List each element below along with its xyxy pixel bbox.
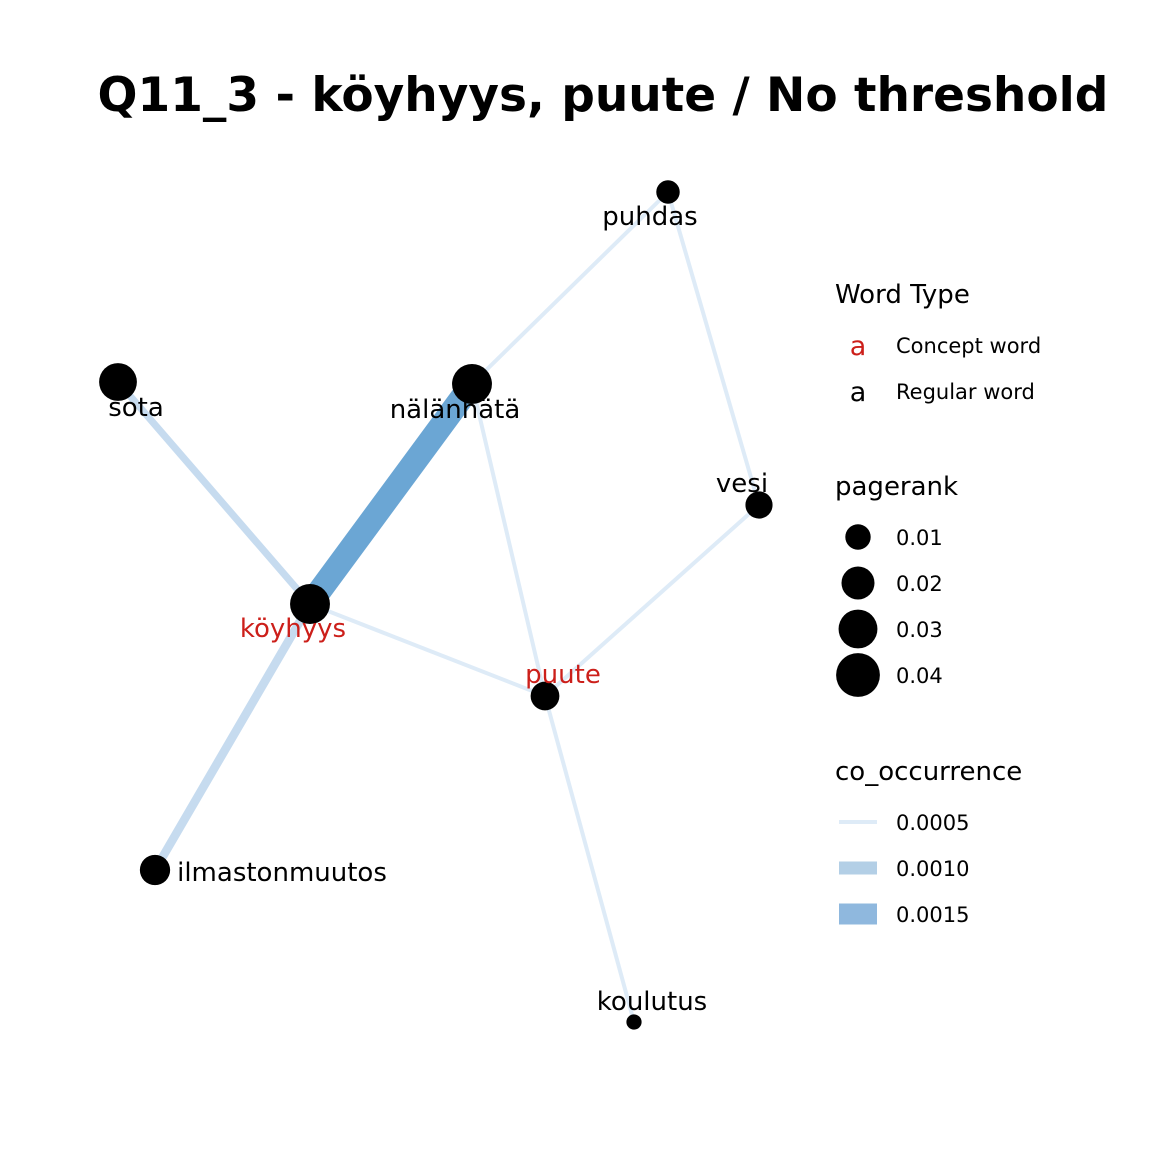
node-koyhyys [290, 584, 330, 624]
node-label-sota: sota [108, 393, 164, 423]
legend-pagerank-title: pagerank [835, 472, 958, 502]
nodes-layer [99, 180, 773, 1030]
legend-cooccurrence-label: 0.0010 [896, 857, 969, 881]
legend-pagerank-dot [841, 566, 875, 600]
node-koulutus [626, 1014, 642, 1030]
edge-puhdas-nalannata [470, 190, 670, 386]
node-vesi [745, 491, 773, 519]
node-label-koyhyys: köyhyys [240, 614, 346, 644]
edge-koyhyys-ilmastonmuutos [151, 601, 314, 873]
legend-pagerank-dot [845, 524, 871, 550]
edges-layer [115, 190, 761, 1023]
labels-layer: puhdas sota nälänhätä vesi köyhyys puute ilmas… [108, 202, 768, 1017]
edge-puhdas-vesi [666, 191, 761, 506]
node-sota [99, 363, 137, 401]
edge-vesi-puute [543, 503, 761, 698]
legend-pagerank-label: 0.01 [896, 526, 943, 550]
legend-pagerank-dot [838, 609, 878, 649]
node-label-nalannata: nälänhätä [390, 395, 521, 425]
legend-cooccurrence-title: co_occurrence [835, 757, 1022, 787]
edge-koyhyys-puute [309, 602, 546, 698]
edge-nalannata-puute [470, 383, 547, 697]
legend-pagerank-label: 0.03 [896, 618, 943, 642]
node-ilmastonmuutos [139, 854, 171, 886]
edge-sota-koyhyys [115, 379, 313, 607]
legend-key-concept: a [850, 331, 867, 362]
node-label-puute: puute [525, 660, 601, 690]
legend-word-type-title: Word Type [835, 280, 970, 310]
legend-pagerank-dot [836, 653, 880, 697]
legend-cooccurrence-label: 0.0015 [896, 903, 969, 927]
legend-key-regular: a [850, 377, 867, 408]
legend-cooccurrence-label: 0.0005 [896, 811, 969, 835]
legend-pagerank-label: 0.02 [896, 572, 943, 596]
edge-nalannata-koyhyys [300, 376, 482, 612]
node-puhdas [656, 180, 680, 204]
legend-label-regular: Regular word [896, 380, 1035, 404]
legend: Word Type a Concept word a Regular word pager… [835, 280, 1041, 927]
edge-puute-koulutus [543, 695, 636, 1023]
node-label-vesi: vesi [716, 469, 768, 499]
legend-pagerank-label: 0.04 [896, 664, 943, 688]
node-label-puhdas: puhdas [602, 202, 697, 232]
node-nalannata [452, 364, 492, 404]
chart-title: Q11_3 - köyhyys, puute / No threshold [97, 68, 1109, 123]
node-label-ilmastonmuutos: ilmastonmuutos [177, 858, 387, 888]
legend-label-concept: Concept word [896, 334, 1041, 358]
node-puute [530, 681, 560, 711]
node-label-koulutus: koulutus [597, 987, 707, 1017]
